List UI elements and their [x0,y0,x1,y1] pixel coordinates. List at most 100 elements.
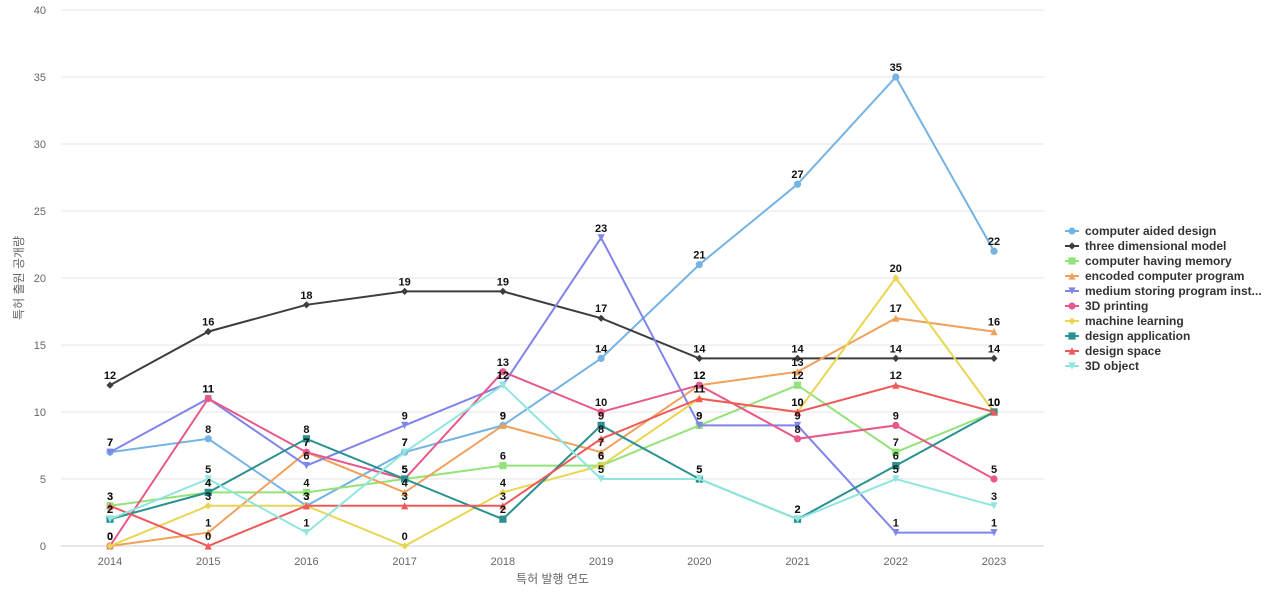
data-point[interactable] [302,301,311,309]
data-point[interactable] [204,475,212,483]
data-point[interactable] [793,408,802,416]
data-label: 1 [205,518,211,530]
legend-item[interactable]: 3D printing [1065,299,1148,313]
data-point[interactable] [401,287,409,295]
data-point[interactable] [106,542,114,550]
data-point[interactable] [990,502,998,510]
legend-item[interactable]: design application [1065,329,1190,343]
legend-marker[interactable] [1068,272,1076,280]
data-label: 3 [303,491,309,503]
data-point[interactable] [401,502,409,510]
data-point[interactable] [695,395,703,403]
data-point[interactable] [204,395,212,403]
data-point[interactable] [302,488,311,496]
data-point[interactable] [793,381,802,389]
data-point[interactable] [597,421,605,429]
data-point[interactable] [892,354,900,362]
data-point[interactable] [204,435,212,443]
data-point[interactable] [401,421,409,429]
data-point[interactable] [990,475,998,483]
data-point[interactable] [499,462,507,470]
data-point[interactable] [695,261,703,269]
data-point[interactable] [892,421,900,429]
data-point[interactable] [106,448,114,456]
data-point[interactable] [892,314,900,322]
data-point[interactable] [793,180,802,188]
data-point[interactable] [401,542,409,550]
data-point[interactable] [106,515,114,523]
legend-item[interactable]: computer having memory [1065,254,1232,268]
legend-item[interactable]: three dimensional model [1065,239,1226,253]
data-point[interactable] [597,462,605,470]
legend-marker[interactable] [1068,257,1076,265]
data-point[interactable] [990,408,998,416]
data-point[interactable] [499,381,507,389]
data-point[interactable] [401,488,409,496]
data-point[interactable] [302,502,311,510]
legend-item[interactable]: machine learning [1065,314,1184,328]
data-point[interactable] [597,435,605,443]
legend-marker[interactable] [1068,302,1076,310]
data-point[interactable] [793,354,802,362]
data-point[interactable] [990,328,998,336]
data-point[interactable] [892,475,900,483]
data-point[interactable] [892,73,900,81]
legend-marker[interactable] [1068,287,1076,295]
data-label: 22 [988,236,1000,248]
data-point[interactable] [106,502,114,510]
data-point[interactable] [793,515,802,523]
data-label: 4 [303,477,310,489]
data-point[interactable] [793,421,802,429]
data-point[interactable] [499,287,507,295]
legend-item[interactable]: 3D object [1065,359,1139,373]
legend-marker[interactable] [1068,227,1076,235]
data-point[interactable] [695,381,703,389]
data-point[interactable] [401,475,409,483]
data-point[interactable] [695,475,703,483]
data-point[interactable] [597,475,605,483]
data-point[interactable] [106,381,114,389]
data-point[interactable] [401,448,409,456]
data-point[interactable] [499,502,507,510]
data-point[interactable] [499,421,507,429]
data-point[interactable] [597,448,605,456]
data-point[interactable] [695,354,703,362]
data-point[interactable] [892,448,900,456]
data-point[interactable] [302,529,311,537]
data-point[interactable] [892,462,900,470]
data-point[interactable] [597,408,605,416]
data-point[interactable] [892,529,900,537]
data-point[interactable] [793,368,802,376]
data-point[interactable] [204,542,212,550]
data-point[interactable] [597,314,605,322]
data-point[interactable] [204,502,212,510]
data-point[interactable] [204,488,212,496]
data-point[interactable] [990,529,998,537]
legend-marker[interactable] [1068,332,1076,340]
data-point[interactable] [302,462,311,470]
legend-marker[interactable] [1068,362,1076,370]
data-point[interactable] [597,234,605,242]
data-point[interactable] [597,354,605,362]
legend-marker[interactable] [1068,242,1076,250]
data-point[interactable] [695,421,703,429]
legend-item[interactable]: computer aided design [1065,224,1216,238]
data-point[interactable] [892,274,900,282]
data-point[interactable] [892,381,900,389]
data-point[interactable] [990,247,998,255]
data-point[interactable] [499,368,507,376]
legend-marker[interactable] [1068,317,1076,325]
data-point[interactable] [499,488,507,496]
legend-item[interactable]: design space [1065,344,1161,358]
data-point[interactable] [302,435,311,443]
data-point[interactable] [302,448,311,456]
data-point[interactable] [990,354,998,362]
data-point[interactable] [499,515,507,523]
data-point[interactable] [204,328,212,336]
legend-marker[interactable] [1068,347,1076,355]
legend-item[interactable]: medium storing program inst... [1065,284,1262,298]
data-point[interactable] [204,529,212,537]
data-point[interactable] [793,435,802,443]
legend-item[interactable]: encoded computer program [1065,269,1244,283]
